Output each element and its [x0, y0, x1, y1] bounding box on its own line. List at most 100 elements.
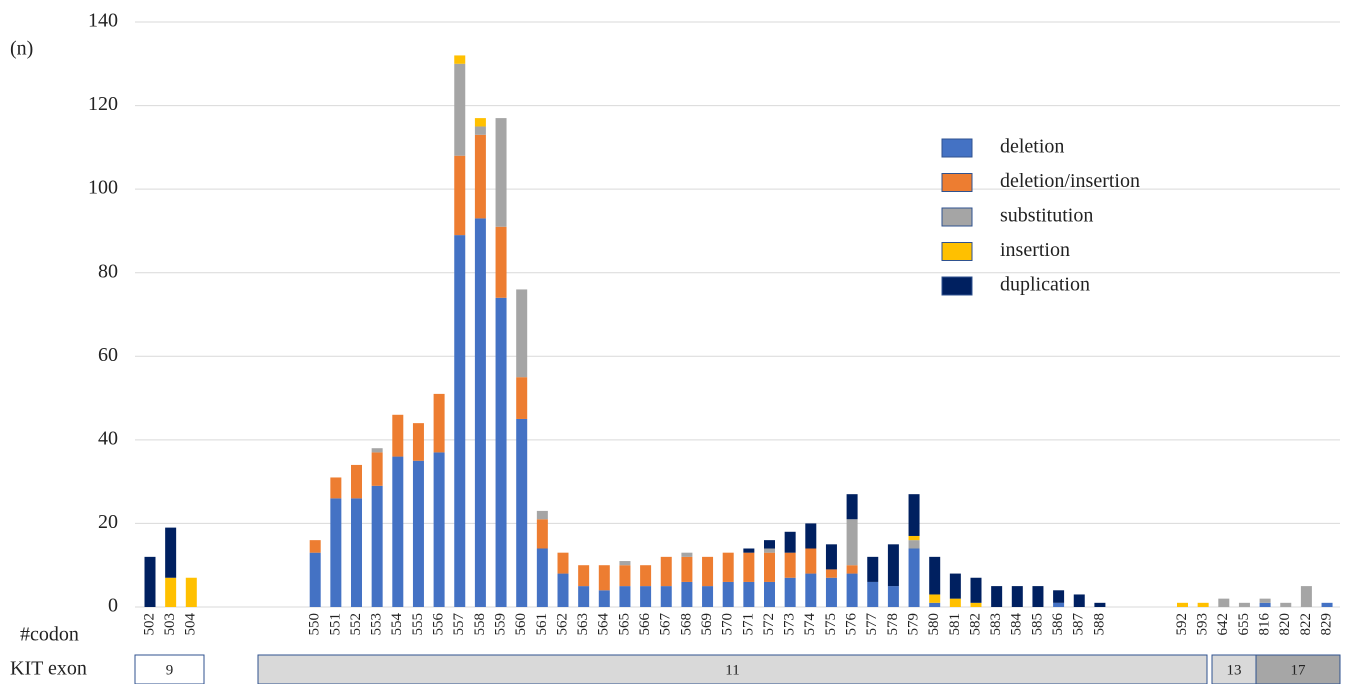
bar-segment	[557, 552, 569, 574]
x-tick-label: 572	[761, 613, 777, 636]
bar-segment	[991, 586, 1003, 607]
bar-segment	[764, 540, 775, 549]
x-tick-label: 820	[1277, 613, 1293, 636]
bar-segment	[454, 63, 466, 156]
y-axis-label: (n)	[10, 38, 33, 60]
bar-segment	[929, 602, 941, 607]
bar-segment	[908, 548, 920, 607]
legend-label: insertion	[1000, 239, 1070, 261]
exon-box	[134, 654, 205, 685]
bar-segment	[412, 423, 424, 461]
exon-number: 13	[1227, 662, 1242, 678]
x-tick-label: 503	[162, 613, 178, 636]
bar-segment	[970, 577, 982, 603]
bar-segment	[846, 573, 858, 607]
bar-segment	[516, 377, 528, 419]
exon-number: 17	[1291, 662, 1307, 678]
bar-segment	[929, 594, 941, 603]
legend-swatch	[941, 242, 973, 261]
bar-segment	[743, 552, 755, 582]
x-tick-label: 554	[389, 613, 405, 636]
x-tick-label: 829	[1318, 613, 1334, 636]
exon-label: KIT exon	[10, 658, 87, 680]
exon-box	[1255, 654, 1341, 685]
bar-segment	[764, 581, 775, 607]
x-tick-label: 556	[431, 613, 447, 636]
bar-segment	[578, 565, 590, 587]
y-tick-label: 120	[88, 93, 118, 115]
bar-segment	[1197, 602, 1209, 607]
bar-segment	[825, 544, 837, 570]
exon-number: 11	[725, 662, 739, 678]
bar-segment	[887, 586, 899, 607]
x-tick-label: 504	[183, 613, 199, 636]
bar-segment	[784, 577, 796, 607]
bar-segment	[495, 118, 507, 227]
bar-segment	[433, 452, 445, 607]
bar-segment	[351, 464, 362, 499]
x-tick-label: 564	[596, 613, 612, 636]
bar-segment	[474, 134, 486, 219]
x-tick-label: 565	[616, 613, 632, 636]
bar-segment	[330, 498, 342, 607]
bar-segment	[495, 226, 507, 298]
x-tick-label: 568	[678, 613, 694, 636]
bar-segment	[1053, 590, 1065, 603]
x-tick-label: 588	[1091, 613, 1107, 636]
x-tick-label: 555	[410, 613, 426, 636]
bar-segment	[681, 581, 693, 607]
bar-segment	[908, 540, 920, 549]
y-tick-label: 100	[88, 177, 118, 199]
bar-segment	[908, 494, 920, 536]
x-tick-label: 576	[844, 613, 860, 636]
x-tick-label: 562	[554, 613, 570, 636]
bar-segment	[474, 218, 486, 607]
bar-segment	[165, 577, 177, 607]
bar-segment	[454, 235, 466, 607]
bar-segment	[516, 289, 528, 378]
bar-segment	[619, 586, 631, 607]
x-tick-label: 583	[988, 613, 1004, 636]
bar-segment	[1259, 602, 1271, 607]
bar-segment	[846, 565, 858, 574]
legend-swatch	[941, 276, 973, 296]
y-tick-label: 140	[88, 10, 118, 32]
legend-label: duplication	[1000, 274, 1090, 296]
legend-label: deletion	[1000, 136, 1064, 158]
bar-segment	[536, 510, 548, 520]
x-tick-label: 566	[637, 613, 653, 636]
bar-segment	[454, 155, 466, 236]
x-tick-label: 571	[740, 613, 756, 636]
bar-segment	[764, 552, 775, 582]
bar-segment	[495, 297, 507, 607]
bar-segment	[949, 598, 961, 607]
x-tick-label: 567	[658, 613, 674, 636]
bar-segment	[619, 565, 631, 587]
x-tick-label: 569	[699, 613, 715, 636]
bar-segment	[557, 573, 569, 607]
legend-swatch	[941, 207, 973, 227]
bar-segment	[887, 544, 899, 587]
x-tick-label: 580	[926, 613, 942, 636]
x-axis-label: #codon	[20, 624, 79, 646]
y-tick-label: 60	[98, 344, 118, 366]
bar-segment	[474, 118, 486, 127]
x-tick-label: 592	[1174, 613, 1190, 636]
bar-segment	[805, 548, 817, 574]
bar-segment	[970, 602, 982, 607]
bar-segment	[805, 573, 817, 607]
bar-segment	[702, 556, 714, 587]
bar-segment	[1300, 586, 1312, 607]
bar-segment	[516, 418, 528, 607]
x-tick-label: 563	[575, 613, 591, 636]
bar-segment	[619, 561, 631, 566]
bar-segment	[908, 535, 920, 541]
bar-segment	[598, 590, 610, 607]
x-tick-label: 655	[1236, 613, 1252, 636]
bar-segment	[330, 477, 342, 499]
x-tick-label: 551	[327, 613, 343, 636]
bar-segment	[722, 552, 734, 582]
x-tick-label: 816	[1257, 613, 1273, 636]
bar-segment	[309, 540, 321, 553]
bar-segment	[371, 485, 383, 607]
